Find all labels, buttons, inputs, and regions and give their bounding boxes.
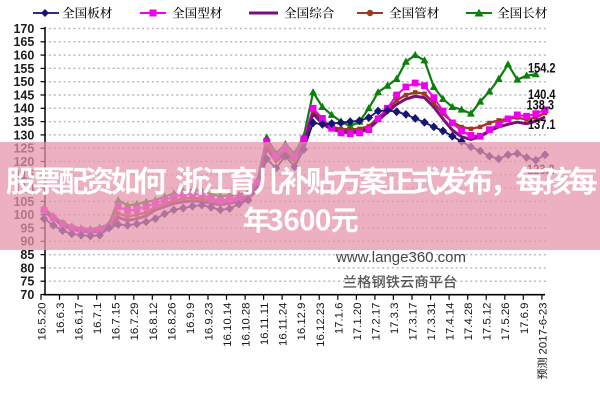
svg-text:16.5.20: 16.5.20 [37,303,49,341]
svg-text:70: 70 [20,288,34,302]
svg-text:17.1.6: 17.1.6 [333,303,345,335]
svg-text:16.11.11: 16.11.11 [259,303,271,346]
svg-text:130: 130 [13,128,34,142]
svg-text:17.5.26: 17.5.26 [500,303,512,341]
svg-text:2017-6-23: 2017-6-23 [537,303,549,355]
svg-text:16.7.1: 16.7.1 [92,303,104,335]
svg-text:17.5.12: 17.5.12 [482,303,494,341]
svg-text:16.7.15: 16.7.15 [111,303,123,341]
svg-text:17.2.17: 17.2.17 [370,303,382,341]
svg-text:16.6.17: 16.6.17 [74,303,86,341]
svg-text:17.3.3: 17.3.3 [389,303,401,335]
svg-text:150: 150 [13,75,34,89]
svg-text:16.7.29: 16.7.29 [129,303,141,341]
svg-text:17.4.14: 17.4.14 [445,303,457,341]
svg-text:145: 145 [13,88,34,102]
svg-text:140: 140 [13,102,34,116]
svg-text:www.lange360.com: www.lange360.com [335,249,466,266]
svg-text:16.10.14: 16.10.14 [222,303,234,347]
svg-text:16.11.24: 16.11.24 [278,303,290,347]
svg-text:165: 165 [13,35,34,49]
svg-text:16.10.28: 16.10.28 [241,303,253,347]
svg-text:17.3.31: 17.3.31 [426,303,438,341]
svg-text:16.8.12: 16.8.12 [148,303,160,341]
svg-text:16.8.26: 16.8.26 [166,303,178,341]
svg-text:140.4: 140.4 [528,87,556,102]
svg-text:135: 135 [13,115,34,129]
svg-text:85: 85 [20,248,34,262]
svg-text:75: 75 [20,275,34,289]
svg-text:17.3.17: 17.3.17 [408,303,420,341]
svg-text:17.4.28: 17.4.28 [463,303,475,341]
svg-text:17.6.9: 17.6.9 [519,303,531,335]
svg-text:155: 155 [13,62,34,76]
svg-text:16.6.3: 16.6.3 [55,303,67,335]
svg-text:16.9.9: 16.9.9 [185,303,197,335]
svg-text:16.12.23: 16.12.23 [315,303,327,347]
svg-text:137.1: 137.1 [528,117,556,132]
svg-text:16.9.23: 16.9.23 [204,303,216,341]
svg-text:80: 80 [20,261,34,275]
svg-text:160: 160 [13,49,34,63]
svg-text:138.3: 138.3 [527,98,555,113]
svg-text:154.2: 154.2 [528,61,556,76]
svg-text:170: 170 [13,22,34,36]
svg-text:16.12.9: 16.12.9 [296,303,308,341]
svg-text:17.1.20: 17.1.20 [352,303,364,341]
